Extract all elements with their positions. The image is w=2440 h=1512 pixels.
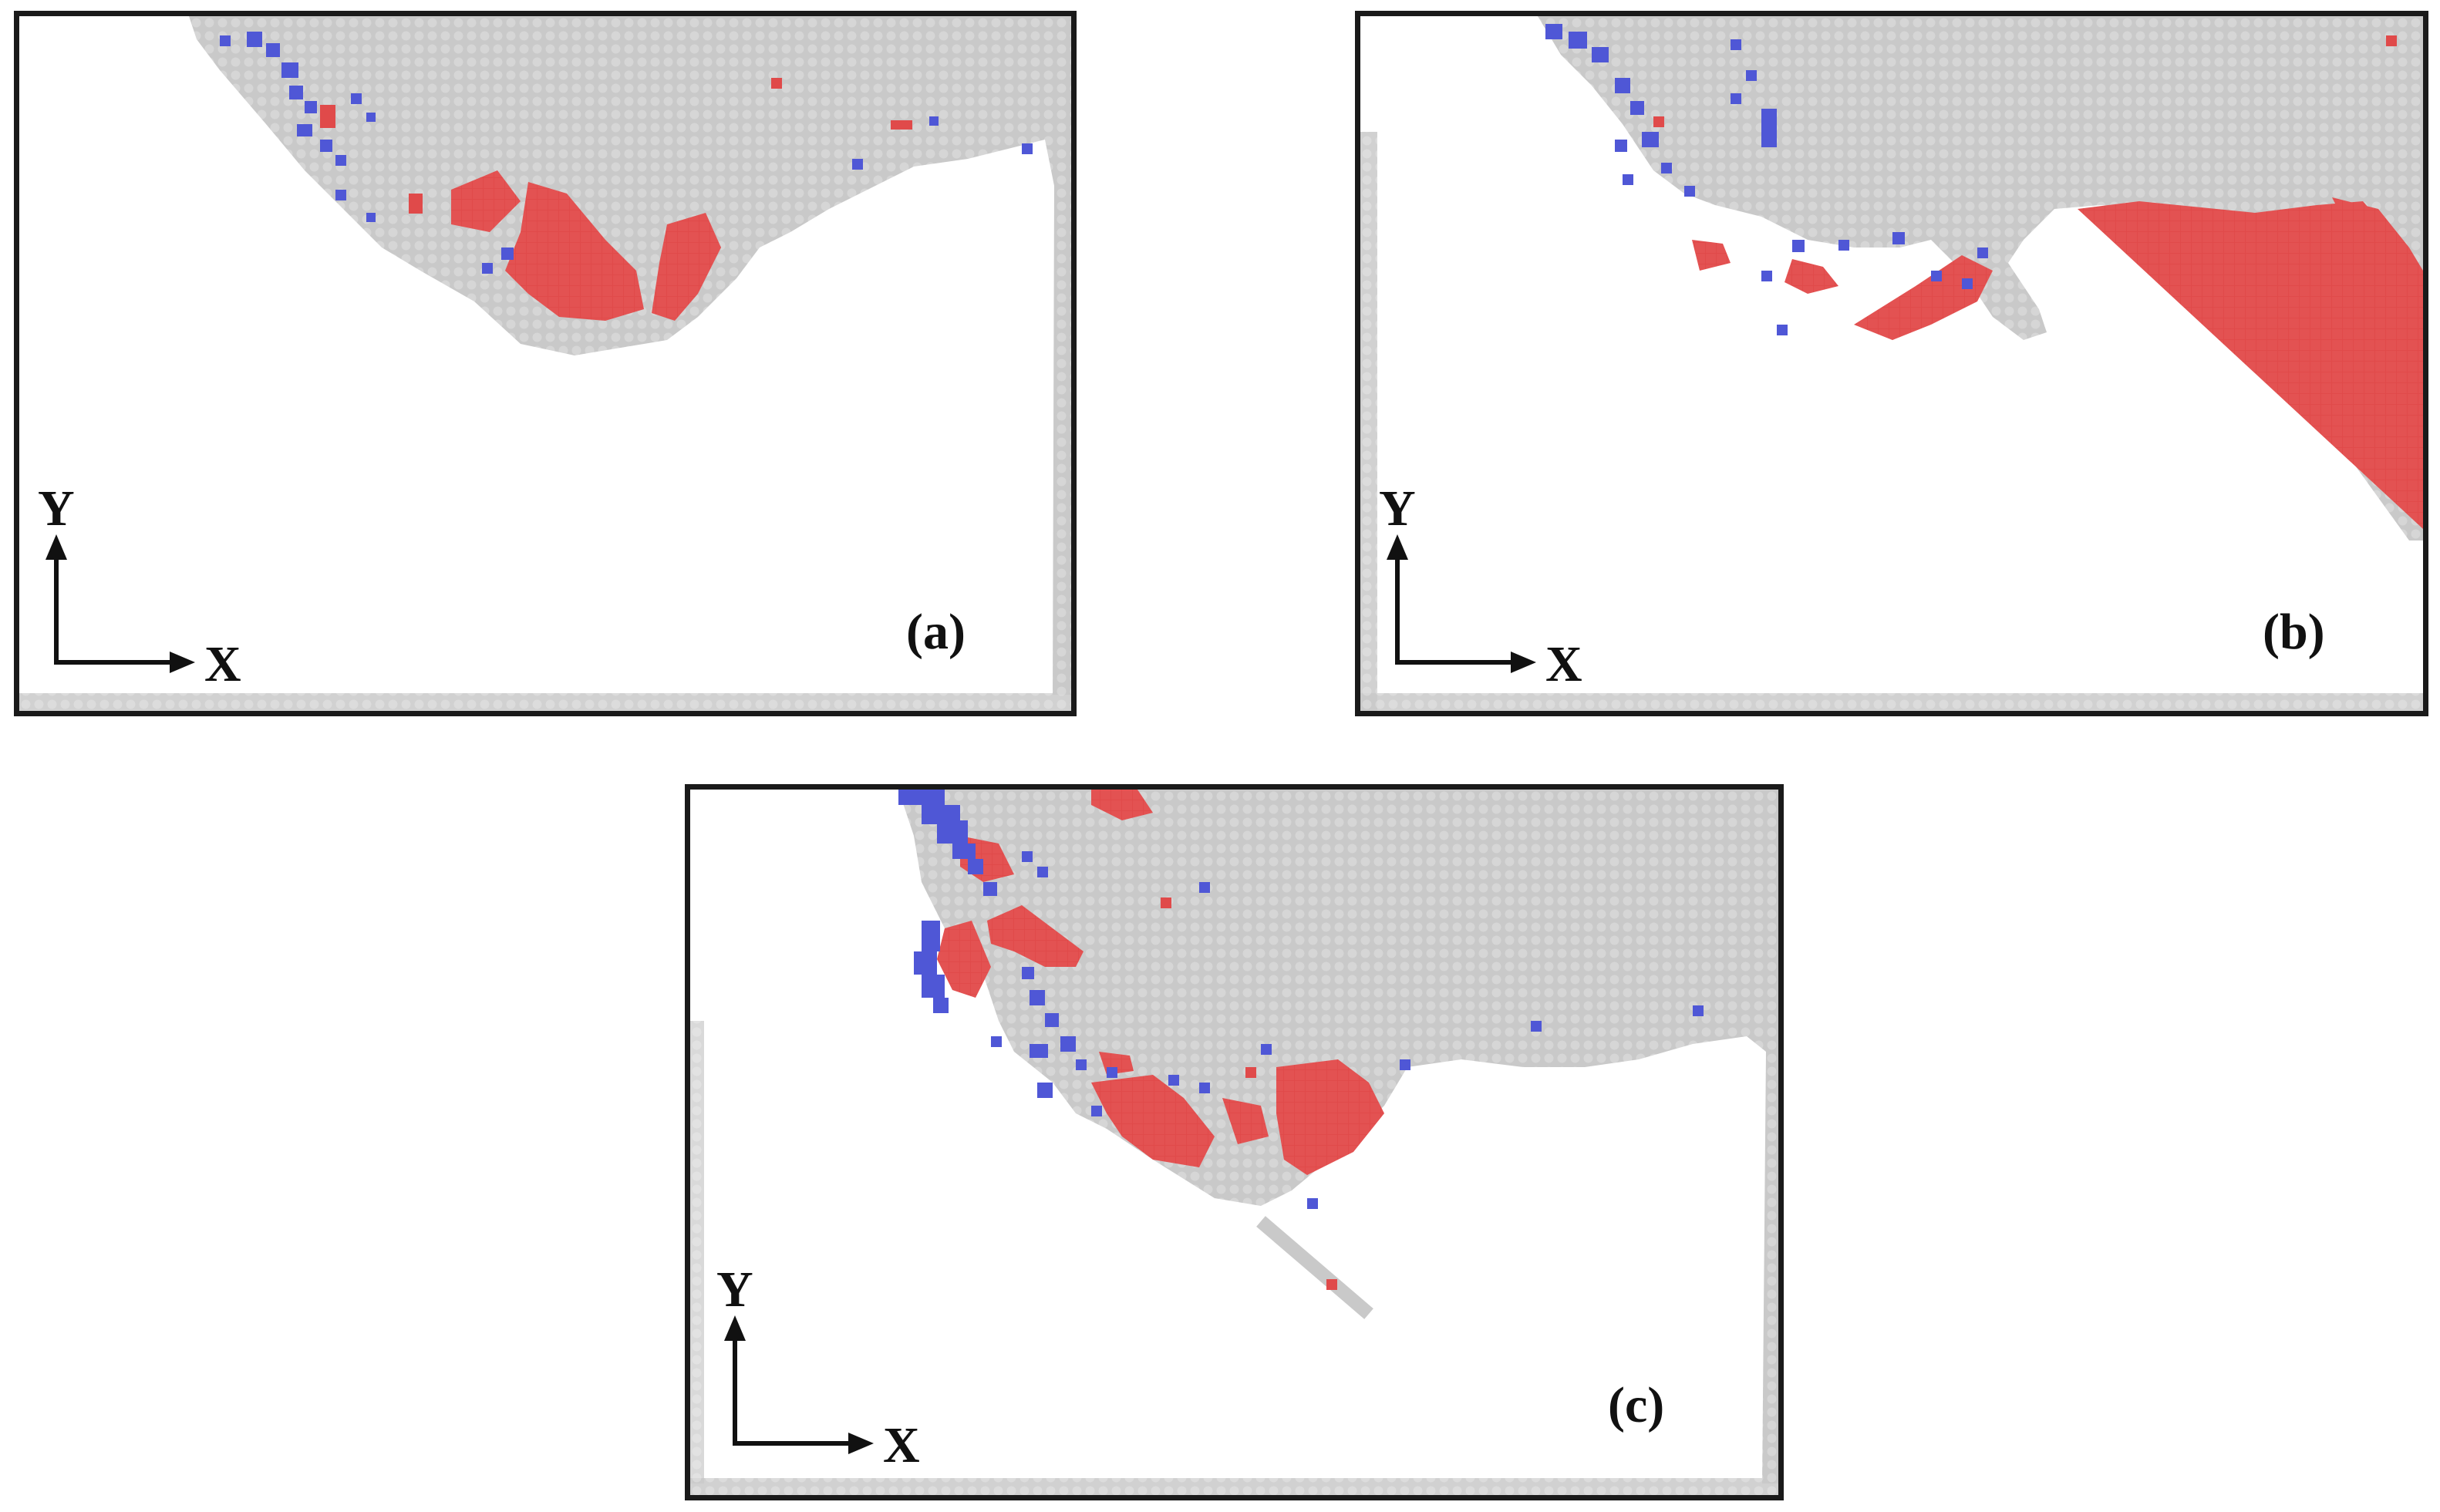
red-cluster	[1222, 1098, 1269, 1144]
bottom-edge-atoms	[690, 1478, 1778, 1495]
red-cluster	[1692, 240, 1731, 271]
panel-a: Y X (a)	[14, 11, 1077, 716]
red-cluster	[1854, 255, 1993, 340]
y-axis-label: Y	[38, 480, 75, 537]
left-edge-atoms	[1360, 132, 1377, 711]
matrix-region	[189, 16, 1071, 695]
panel-c-figure: Y X (c)	[690, 790, 1778, 1495]
red-cluster	[1091, 1075, 1215, 1167]
coordinate-axes: Y X	[716, 1261, 920, 1473]
bottom-edge-atoms	[1360, 693, 2423, 711]
y-arrow-head	[1387, 534, 1408, 560]
panel-label-b: (b)	[2263, 604, 2325, 660]
y-arrow-head	[724, 1315, 746, 1341]
x-axis-label: X	[1545, 636, 1582, 692]
coordinate-axes: Y X	[1379, 480, 1582, 692]
y-axis-label: Y	[1379, 480, 1416, 537]
panel-label-c: (c)	[1608, 1377, 1664, 1433]
blue-atoms	[1545, 24, 1988, 335]
red-cluster	[1785, 259, 1838, 294]
red-cluster	[937, 921, 991, 998]
coordinate-axes: Y X	[38, 480, 241, 692]
blue-atoms	[220, 32, 1033, 274]
red-atom	[2386, 35, 2397, 46]
red-cluster	[652, 213, 721, 321]
blue-atoms	[898, 790, 1704, 1209]
red-atom	[320, 105, 335, 128]
red-atom	[1326, 1279, 1337, 1290]
red-cluster	[1276, 1059, 1384, 1175]
y-arrow-head	[45, 534, 67, 560]
bottom-edge-atoms	[19, 693, 1071, 711]
red-cluster	[2332, 197, 2423, 271]
x-arrow-head	[848, 1433, 874, 1454]
x-axis-label: X	[883, 1417, 920, 1473]
red-cluster	[451, 170, 521, 232]
red-atom	[1245, 1067, 1256, 1078]
red-cluster	[505, 182, 644, 321]
red-atom	[1653, 116, 1664, 127]
x-arrow-head	[1511, 652, 1536, 673]
x-arrow-head	[170, 652, 195, 673]
panel-b: Y X (b)	[1355, 11, 2428, 716]
panel-c: Y X (c)	[685, 784, 1784, 1500]
crack-trail	[1256, 1216, 1373, 1319]
panel-a-figure: Y X (a)	[19, 16, 1071, 711]
red-atom	[409, 194, 423, 214]
red-cluster	[1091, 790, 1153, 820]
left-edge-atoms	[690, 1021, 704, 1483]
red-cluster	[987, 905, 1084, 967]
red-atom	[1161, 897, 1171, 908]
red-atom	[771, 78, 782, 89]
red-atom	[891, 120, 912, 130]
panel-b-figure: Y X (b)	[1360, 16, 2423, 711]
red-band	[2078, 201, 2423, 529]
x-axis-label: X	[204, 636, 241, 692]
y-axis-label: Y	[716, 1261, 753, 1318]
panel-label-a: (a)	[906, 604, 966, 660]
